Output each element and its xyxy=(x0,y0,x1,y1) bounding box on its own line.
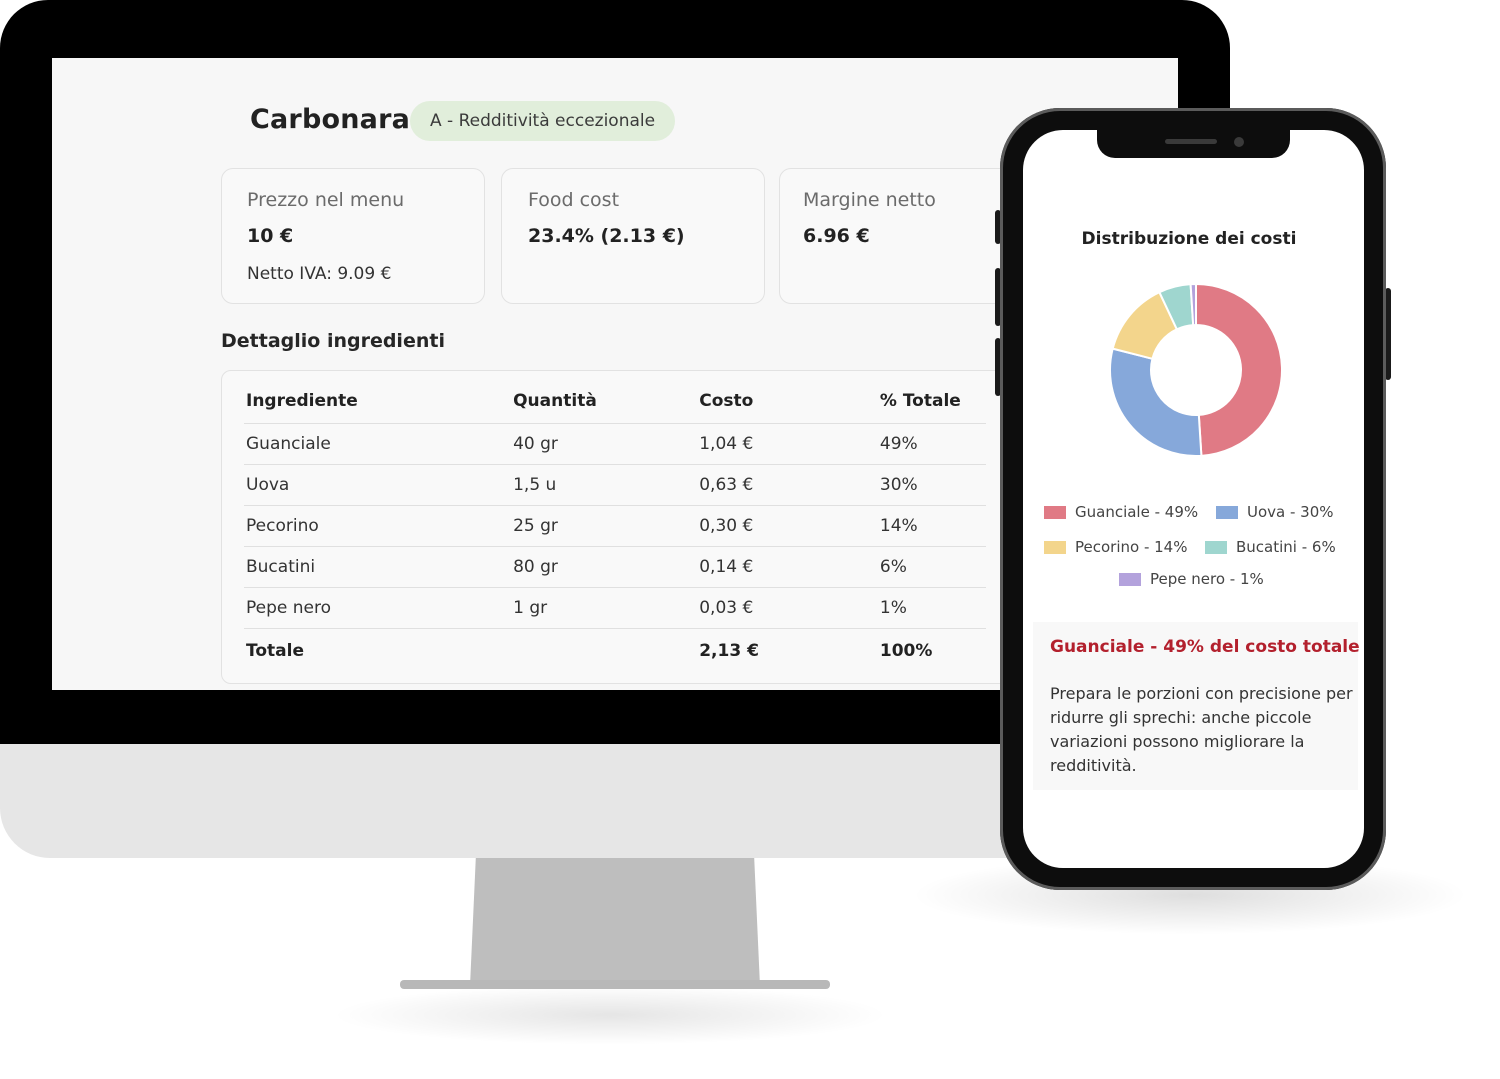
ingredients-table: Ingrediente Quantità Costo % Totale Guan… xyxy=(244,379,986,673)
table-cell: Pecorino xyxy=(244,505,512,547)
price-card: Prezzo nel menu 10 € Netto IVA: 9.09 € xyxy=(221,168,485,304)
table-cell: 0,30 € xyxy=(697,505,878,547)
table-cell: 40 gr xyxy=(511,423,698,465)
column-header[interactable]: Quantità xyxy=(511,379,698,424)
table-cell: 1,5 u xyxy=(511,464,698,506)
food-cost-card-label: Food cost xyxy=(528,189,620,211)
legend-label: Pepe nero - 1% xyxy=(1150,570,1264,588)
monitor-shadow xyxy=(330,985,890,1045)
table-cell: Totale xyxy=(246,641,304,661)
table-cell: 30% xyxy=(877,464,986,506)
phone-volume-up-button xyxy=(995,268,1001,326)
cost-donut-chart xyxy=(1109,282,1283,457)
phone-mute-switch xyxy=(995,210,1001,244)
legend-label: Guanciale - 49% xyxy=(1075,503,1199,521)
legend-item: Uova - 30% xyxy=(1216,503,1334,521)
margin-card-value: 6.96 € xyxy=(803,225,870,247)
desktop-screen: Carbonara A - Redditività eccezionale Pr… xyxy=(52,58,1178,690)
legend-label: Uova - 30% xyxy=(1247,503,1334,521)
food-cost-card-value: 23.4% (2.13 €) xyxy=(528,225,685,247)
page-title: Carbonara xyxy=(250,104,411,135)
monitor-stand-neck xyxy=(470,858,760,986)
phone-camera xyxy=(1234,137,1244,147)
insight-title: Guanciale - 49% del costo totale xyxy=(1050,637,1360,657)
table-cell: 0,03 € xyxy=(697,587,878,629)
table-row: Pecorino 25 gr 0,30 € 14% xyxy=(244,505,986,547)
column-header[interactable]: Ingrediente xyxy=(244,379,512,424)
donut-slice-guanciale[interactable] xyxy=(1195,282,1283,457)
table-cell: 1% xyxy=(877,587,986,629)
legend-label: Pecorino - 14% xyxy=(1075,538,1188,556)
table-cell: 2,13 € xyxy=(699,641,759,661)
legend-item: Guanciale - 49% xyxy=(1044,503,1198,521)
table-total-row: Totale 2,13 € 100% xyxy=(244,629,986,674)
table-header-row: Ingrediente Quantità Costo % Totale xyxy=(244,379,986,424)
table-cell: 0,14 € xyxy=(697,546,878,588)
table-cell: 0,63 € xyxy=(697,464,878,506)
table-cell: Uova xyxy=(244,464,512,506)
table-cell: 1,04 € xyxy=(697,423,878,465)
table-cell: 1 gr xyxy=(511,587,698,629)
phone-volume-down-button xyxy=(995,338,1001,396)
table-cell: 6% xyxy=(877,546,986,588)
legend-item: Bucatini - 6% xyxy=(1205,538,1336,556)
price-card-value: 10 € xyxy=(247,225,294,247)
table-cell: 100% xyxy=(879,641,933,661)
legend-swatch xyxy=(1119,572,1141,586)
food-cost-card: Food cost 23.4% (2.13 €) xyxy=(501,168,765,304)
table-row: Pepe nero 1 gr 0,03 € 1% xyxy=(244,587,986,629)
legend-item: Pecorino - 14% xyxy=(1044,538,1187,556)
column-header[interactable]: Costo xyxy=(697,379,878,424)
ingredients-table-card: Ingrediente Quantità Costo % Totale Guan… xyxy=(221,370,1021,684)
legend-swatch xyxy=(1044,505,1066,519)
table-cell: 80 gr xyxy=(511,546,698,588)
section-title: Dettaglio ingredienti xyxy=(221,330,445,352)
legend-label: Bucatini - 6% xyxy=(1236,538,1336,556)
monitor-stand-foot xyxy=(400,980,830,989)
table-row: Bucatini 80 gr 0,14 € 6% xyxy=(244,546,986,588)
insight-text: Prepara le porzioni con precisione per r… xyxy=(1050,684,1353,775)
table-row: Uova 1,5 u 0,63 € 30% xyxy=(244,464,986,506)
legend-swatch xyxy=(1205,540,1227,554)
phone-power-button xyxy=(1385,288,1391,380)
chart-title: Distribuzione dei costi xyxy=(1081,229,1297,249)
legend-swatch xyxy=(1044,540,1066,554)
table-row: Guanciale 40 gr 1,04 € 49% xyxy=(244,423,986,465)
table-cell: 49% xyxy=(877,423,986,465)
table-cell xyxy=(511,629,697,674)
price-card-net-vat: Netto IVA: 9.09 € xyxy=(247,264,392,284)
donut-slice-uova[interactable] xyxy=(1109,347,1203,457)
donut-slice-pepe-nero[interactable] xyxy=(1189,282,1197,327)
table-cell: 25 gr xyxy=(511,505,698,547)
insight-card: Guanciale - 49% del costo totale Prepara… xyxy=(1033,622,1360,790)
table-cell: 14% xyxy=(877,505,986,547)
table-cell: Pepe nero xyxy=(244,587,512,629)
phone-speaker xyxy=(1165,139,1217,144)
rating-badge: A - Redditività eccezionale xyxy=(410,101,676,141)
legend-swatch xyxy=(1216,505,1238,519)
table-cell: Bucatini xyxy=(244,546,512,588)
table-cell: Guanciale xyxy=(244,423,512,465)
legend-item: Pepe nero - 1% xyxy=(1119,570,1264,588)
price-card-label: Prezzo nel menu xyxy=(247,189,405,211)
column-header[interactable]: % Totale xyxy=(877,379,986,424)
margin-card-label: Margine netto xyxy=(803,189,936,211)
